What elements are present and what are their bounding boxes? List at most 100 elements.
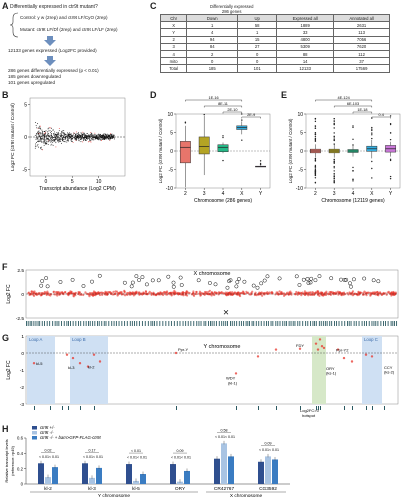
significance-label: < 0.01	[137, 456, 147, 460]
gene-bar	[338, 321, 340, 326]
panel-a-control: Control: y w (2rep) and ctr9t LF/CyO (2r…	[20, 15, 108, 20]
ma-point	[83, 133, 85, 135]
gene-bar	[310, 321, 312, 326]
table-col-chr: Chr	[159, 13, 188, 23]
ma-point	[42, 141, 44, 143]
ma-point	[62, 138, 64, 140]
upregulated-gene-marker	[294, 274, 299, 279]
ma-point	[98, 139, 100, 141]
ma-point	[107, 136, 109, 137]
x-tick-label: Y	[259, 191, 263, 197]
x-chrom-point	[336, 290, 340, 293]
ma-point	[93, 139, 95, 141]
significance-label: < 0.01	[171, 456, 181, 460]
ma-point	[69, 135, 71, 137]
upregulated-gene-marker	[259, 281, 264, 286]
table-cell: 113	[333, 28, 390, 37]
table-col-annotated: Annotated all	[333, 13, 390, 23]
ma-point	[78, 133, 80, 135]
ma-point	[74, 136, 76, 137]
ma-point	[41, 138, 43, 140]
box-outlier	[389, 159, 392, 162]
box-outlier	[314, 164, 317, 167]
downregulated-gene-marker	[223, 309, 229, 315]
panel-a-genes-line: 12133 genes expressed (Log2FC provided)	[8, 48, 97, 53]
pvalue-bracket	[185, 99, 243, 102]
table-cell: 84	[186, 42, 239, 51]
ma-point	[49, 137, 51, 139]
gene-bar	[176, 321, 178, 326]
y-chrom-point	[370, 355, 374, 358]
ma-point	[67, 132, 69, 134]
ma-point	[89, 139, 91, 141]
x-chrom-point	[365, 294, 368, 297]
gene-bar	[113, 321, 115, 326]
x-chrom-point	[383, 292, 386, 295]
y-tick-label: -10	[166, 186, 173, 192]
gene-bar	[44, 321, 45, 326]
ma-point	[72, 140, 73, 142]
x-tick-label: 3	[203, 191, 206, 197]
ma-point	[59, 137, 61, 139]
box-outlier	[184, 121, 187, 123]
table-cell: 112	[333, 49, 390, 59]
box-outlier	[389, 177, 392, 180]
gene-bar	[286, 321, 288, 326]
ma-point	[75, 138, 77, 140]
table-cell: 33	[276, 28, 335, 37]
hotspot-label: hotspot	[302, 413, 316, 418]
gene-bar	[78, 321, 79, 326]
y-chrom-point	[256, 355, 260, 358]
upregulated-gene-marker	[70, 277, 75, 282]
box-outlier	[333, 135, 335, 138]
chart-title: Y chromosome	[204, 344, 241, 350]
gene-bar	[322, 321, 324, 326]
ma-point	[48, 130, 50, 132]
x-chrom-point	[72, 295, 75, 298]
x-chrom-point	[288, 291, 292, 294]
bar	[82, 463, 88, 484]
gene-bar	[294, 321, 296, 326]
gene-bar	[179, 321, 181, 326]
gene-bar	[156, 321, 158, 326]
ma-point	[40, 125, 41, 127]
ma-point	[36, 145, 38, 147]
x-chrom-point	[204, 292, 207, 295]
gene-bar	[210, 321, 211, 326]
box-outlier	[389, 122, 392, 125]
gene-bar	[54, 321, 56, 326]
x-chrom-point	[236, 291, 239, 294]
gene-label: kl-5	[36, 361, 43, 366]
ma-point	[106, 138, 108, 140]
pvalue-bracket	[222, 111, 243, 114]
ma-point	[57, 131, 59, 133]
ma-point	[45, 143, 47, 145]
pvalue-bracket	[241, 116, 261, 119]
x-chrom-point	[373, 291, 376, 294]
ma-point	[110, 137, 112, 139]
pvalue-label: 4E-124	[337, 96, 349, 100]
x-tick-label: 5	[71, 179, 74, 185]
bar	[38, 463, 44, 484]
ma-point	[110, 134, 112, 136]
ma-point	[90, 134, 92, 135]
ma-point	[61, 139, 63, 140]
ma-point	[41, 133, 43, 135]
ma-point	[60, 142, 62, 144]
gene-bar	[94, 321, 96, 326]
ma-point	[113, 136, 115, 137]
ma-point	[75, 131, 77, 133]
gene-bar	[316, 406, 317, 410]
upregulated-gene-marker	[376, 279, 381, 284]
ma-point	[103, 133, 105, 135]
x-chrom-point	[91, 293, 94, 297]
bar	[265, 456, 271, 484]
ma-point	[45, 132, 47, 134]
gene-bar	[282, 321, 284, 326]
ma-point	[62, 137, 64, 139]
box-outlier	[371, 160, 373, 163]
ma-point	[71, 135, 72, 137]
ma-point	[79, 137, 81, 139]
gene-bar	[385, 321, 387, 326]
gene-bar	[348, 321, 350, 326]
